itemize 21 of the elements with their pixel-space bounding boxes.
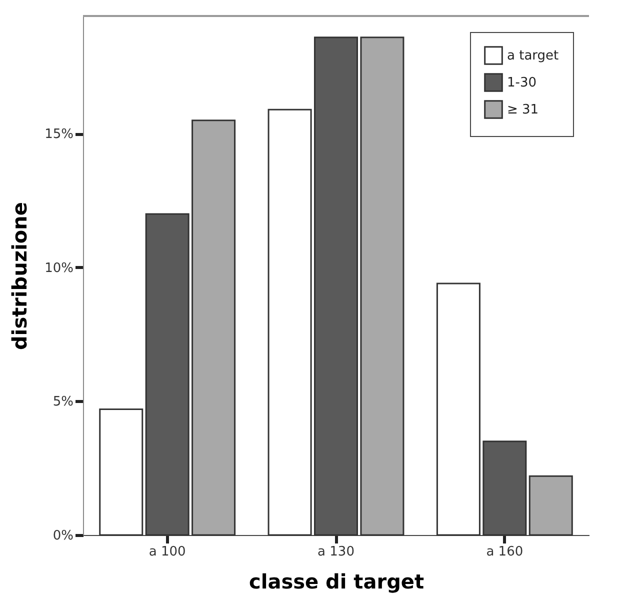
x-tick-label: a 130 [318,544,354,560]
legend-label: ≥ 31 [507,102,539,118]
bar [99,408,144,536]
bar [482,440,527,536]
bar [145,213,190,536]
y-tick-label: 15% [44,127,74,142]
bar [528,475,573,536]
bar [268,108,312,536]
x-tick-label: a 160 [486,544,524,560]
x-tick-label: a 100 [148,544,186,560]
y-tick-label: 5% [52,394,74,410]
x-axis-title: classe di target [248,570,424,594]
y-tick-label: 0% [52,528,74,544]
legend-label: a target [507,48,559,64]
bar [360,36,404,536]
y-tick-label: 10% [44,260,74,276]
y-axis-title: distribuzione [8,202,32,350]
bar [192,120,236,536]
legend-label: 1-30 [507,76,537,90]
bar [436,282,480,536]
bar [314,36,358,536]
